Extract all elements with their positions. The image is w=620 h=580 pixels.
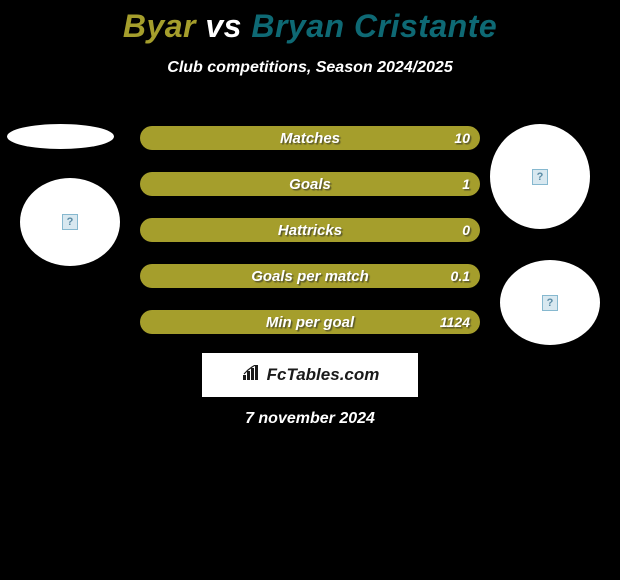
stat-label: Goals per match xyxy=(251,268,369,285)
placeholder-image-icon xyxy=(532,169,548,185)
stat-value-right: 0.1 xyxy=(451,268,470,284)
player2-badge-bottom xyxy=(500,260,600,345)
player1-avatar xyxy=(20,178,120,266)
stat-bar: Goals per match 0.1 xyxy=(140,264,480,288)
subtitle: Club competitions, Season 2024/2025 xyxy=(0,59,620,77)
player1-name: Byar xyxy=(123,8,196,44)
stat-bar: Goals 1 xyxy=(140,172,480,196)
stat-value-right: 1 xyxy=(462,176,470,192)
stat-label: Goals xyxy=(289,176,331,193)
logo-text: FcTables.com xyxy=(241,365,380,386)
attribution-logo: FcTables.com xyxy=(202,353,418,397)
placeholder-image-icon xyxy=(62,214,78,230)
vs-label: vs xyxy=(205,8,242,44)
snapshot-date: 7 november 2024 xyxy=(0,410,620,428)
stat-value-right: 0 xyxy=(462,222,470,238)
player1-badge-top xyxy=(7,124,114,149)
stat-value-right: 10 xyxy=(454,130,470,146)
stat-bar: Min per goal 1124 xyxy=(140,310,480,334)
comparison-title: Byar vs Bryan Cristante xyxy=(0,0,620,45)
placeholder-image-icon xyxy=(542,295,558,311)
comparison-bars: Matches 10 Goals 1 Hattricks 0 Goals per match… xyxy=(140,126,480,356)
player2-name: Bryan Cristante xyxy=(251,8,497,44)
stat-value-right: 1124 xyxy=(440,314,470,330)
stat-bar: Matches 10 xyxy=(140,126,480,150)
stat-bar: Hattricks 0 xyxy=(140,218,480,242)
logo-label: FcTables.com xyxy=(267,365,380,385)
stat-label: Hattricks xyxy=(278,222,342,239)
barchart-icon xyxy=(241,365,263,386)
stat-label: Min per goal xyxy=(266,314,354,331)
player2-avatar xyxy=(490,124,590,229)
stat-label: Matches xyxy=(280,130,340,147)
